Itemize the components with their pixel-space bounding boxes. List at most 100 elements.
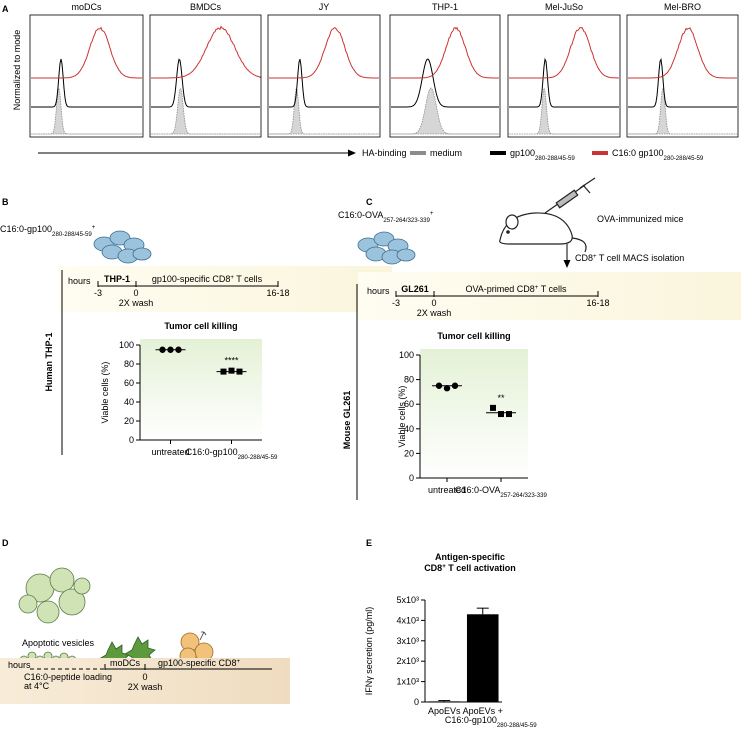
data-point [490,404,496,411]
supscript: + [442,563,446,570]
histogram-gp100 [391,58,499,108]
text-run: T cells [234,274,263,284]
histogram-medium [269,88,379,135]
y-tick-label: 40 [124,397,134,407]
x-tick-label: C16:0-gp100280-288/45-59 [186,447,278,461]
supscript: + [92,224,96,231]
text-run: C16:0-OVA [455,485,500,495]
text-run: C16:0 gp100 [612,148,664,158]
timeline-wash: 2X wash [128,682,163,692]
text-run: C16:0-OVA [338,210,383,220]
histogram-panel [389,14,501,138]
y-tick-label: 100 [399,350,414,360]
histogram-gp100 [151,58,260,108]
panel-title: JY [319,2,330,12]
y-tick-label: 2x10³ [396,656,419,666]
histogram-c16-gp100 [391,26,499,79]
bar [466,614,499,702]
tumor-cells-illustration [93,230,152,264]
time-label: -3 [94,288,102,298]
isolation-label: CD8+ T cell MACS isolation [575,253,684,264]
supscript: + [535,284,539,291]
y-axis-label: Viable cells (%) [100,362,110,424]
chart-title: Tumor cell killing [164,321,237,331]
x-tick-label: ApoEVs + [463,706,503,716]
time-unit: hours [68,276,91,286]
panel-label: A [2,4,9,14]
text-run: gp100-specific CD8 [158,658,237,668]
histogram-gp100 [628,57,737,108]
loading-label: at 4°C [24,681,50,691]
data-point [236,368,243,375]
text-run: C16:0-gp100 [445,715,497,725]
y-tick-label: 40 [404,424,414,434]
time-label: -3 [392,298,400,308]
data-point [159,346,166,353]
time-label: 16-18 [586,298,609,308]
histogram-panel [626,14,739,138]
panel-title: Mel-JuSo [545,2,583,12]
subscript: 280-288/45-59 [664,155,704,162]
tumor-cells-illustration [357,231,416,265]
y-tick-label: 5x10³ [396,595,419,605]
x-tick-label: ApoEVs [428,706,461,716]
histogram-panel [149,14,262,138]
y-tick-label: 80 [404,375,414,385]
panel-title: THP-1 [432,2,458,12]
y-tick-label: 20 [404,448,414,458]
y-tick-label: 80 [124,359,134,369]
panel-label: D [2,538,9,548]
panel-title: moDCs [71,2,102,12]
histogram-medium [391,87,499,135]
x-axis-label: HA-binding [362,148,407,158]
time-label: 0 [142,672,147,682]
timeline-stage: THP-1 [104,274,130,284]
supscript: + [430,210,434,217]
timeline-wash: 2X wash [417,308,452,318]
text-run: C16:0-gp100 [0,224,52,234]
text-run: gp100-specific CD8 [152,274,231,284]
text-run: C16:0-gp100 [186,447,238,457]
time-unit: hours [367,286,390,296]
data-point [435,382,443,389]
legend-label: C16:0 gp100280-288/45-59 [612,148,704,162]
panel-label: E [366,538,372,548]
data-point [506,411,512,418]
time-label: 16-18 [266,288,289,298]
y-axis-label: Viable cells (%) [397,386,407,448]
vesicles-label: Apoptotic vesicles [22,638,95,648]
y-axis-label: Normalized to mode [12,30,22,111]
supscript: + [593,253,597,260]
y-tick-label: 20 [124,416,134,426]
legend-label: medium [430,148,462,158]
y-tick-label: 60 [404,399,414,409]
legend-swatch [490,151,506,155]
subscript: 280-288/45-59 [535,155,575,162]
chart-title: Tumor cell killing [437,331,510,341]
data-point [228,367,235,374]
x-tick-label: C16:0-OVA257-264/323-339 [455,485,548,499]
text-run: T cells [538,284,567,294]
time-unit: hours [8,660,31,670]
timeline-stage: gp100-specific CD8+ T cells [152,274,263,285]
timeline-band [58,266,392,312]
timeline-stage: OVA-primed CD8+ T cells [465,284,567,295]
significance: **** [224,356,239,366]
data-point [498,411,504,418]
x-tick-label: untreated [151,447,189,457]
compound-label: C16:0-gp100280-288/45-59+ [0,224,96,238]
histogram-medium [628,87,737,135]
data-point [443,385,451,392]
y-tick-label: 1x10³ [396,677,419,687]
panel-title: BMDCs [190,2,221,12]
vesicles-illustration [18,567,91,665]
chart-title: CD8+ T cell activation [424,563,516,574]
plot-background [140,339,262,440]
timeline-stage: moDCs [110,658,141,668]
subscript: 257-264/323-339 [500,492,547,499]
text-run: OVA-primed CD8 [465,284,534,294]
mouse-illustration [499,177,596,253]
histogram-panel [507,14,621,138]
arrow-head [348,149,356,157]
